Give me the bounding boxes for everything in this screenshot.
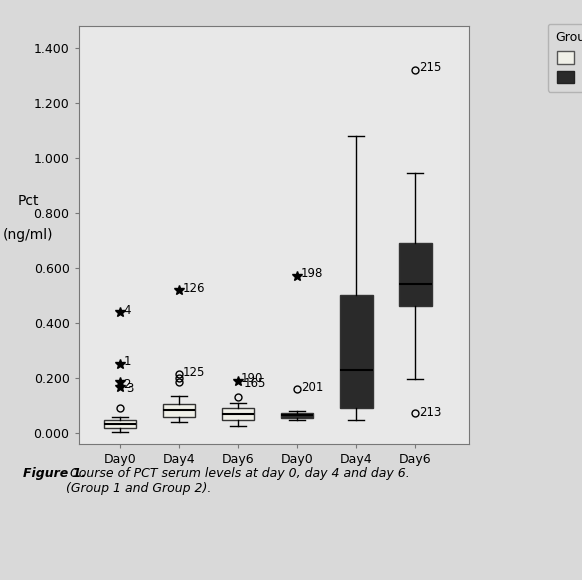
Text: 125: 125 xyxy=(183,366,205,379)
PathPatch shape xyxy=(163,404,195,417)
PathPatch shape xyxy=(340,295,372,408)
PathPatch shape xyxy=(222,408,254,419)
Text: 215: 215 xyxy=(419,61,441,74)
Text: 213: 213 xyxy=(419,406,441,419)
Text: 126: 126 xyxy=(183,282,205,295)
Text: Course of PCT serum levels at day 0, day 4 and day 6.
(Group 1 and Group 2).: Course of PCT serum levels at day 0, day… xyxy=(66,467,410,495)
Text: 201: 201 xyxy=(301,382,323,394)
Text: 1: 1 xyxy=(123,356,131,368)
Text: 165: 165 xyxy=(243,378,266,390)
Text: 190: 190 xyxy=(241,372,264,385)
Legend: 1, 2: 1, 2 xyxy=(548,24,582,92)
PathPatch shape xyxy=(399,243,432,306)
Text: 2: 2 xyxy=(123,378,131,391)
Text: (ng/ml): (ng/ml) xyxy=(3,228,53,242)
PathPatch shape xyxy=(104,419,136,428)
Text: Figure 1.: Figure 1. xyxy=(23,467,86,480)
PathPatch shape xyxy=(281,412,314,418)
Text: 3: 3 xyxy=(126,382,133,395)
Text: 4: 4 xyxy=(123,304,131,317)
Text: 198: 198 xyxy=(301,267,323,280)
Text: Pct: Pct xyxy=(17,194,38,208)
